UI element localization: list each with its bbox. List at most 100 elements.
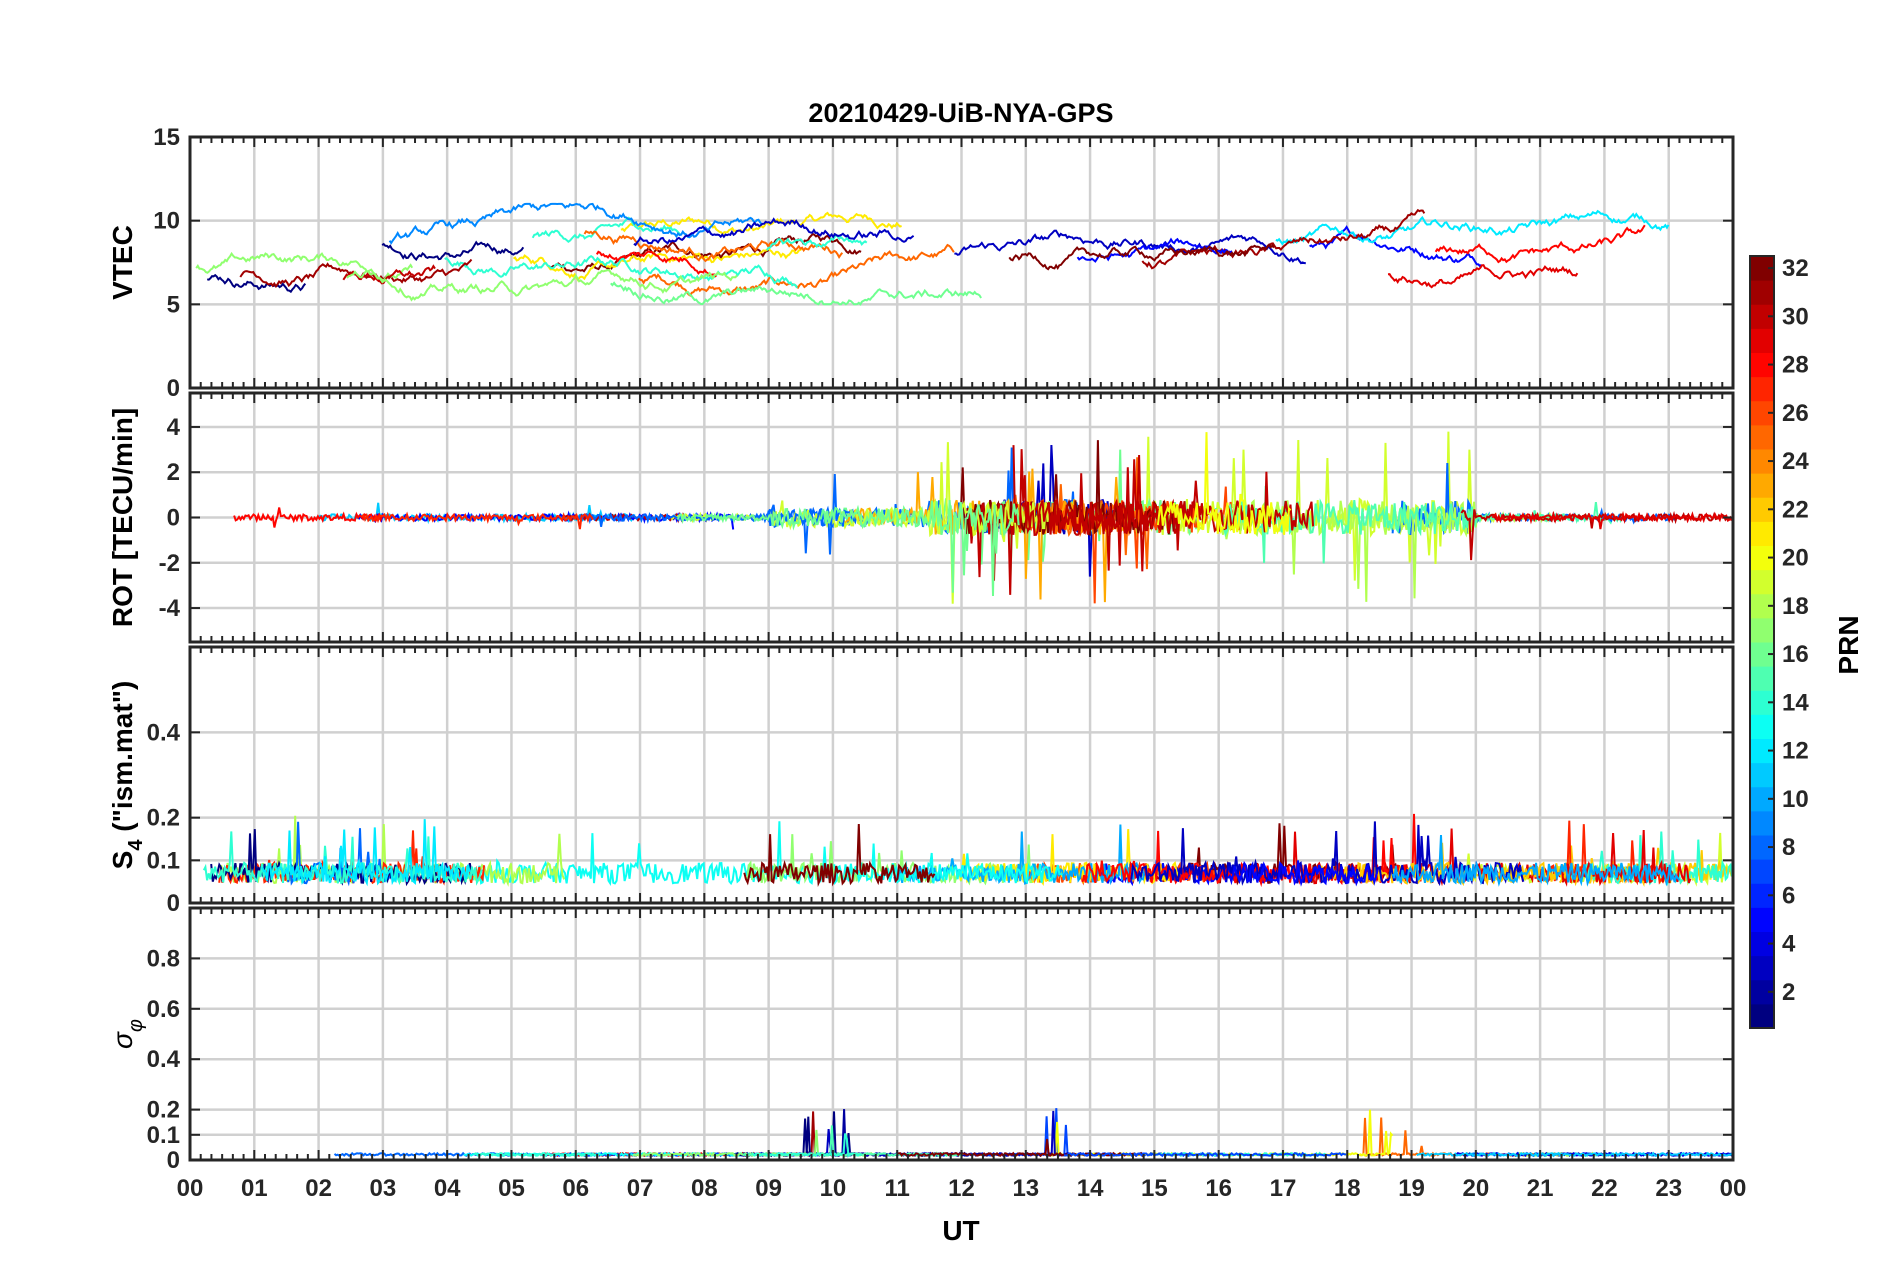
- y-tick-label: 0: [167, 890, 180, 917]
- y-axis-label-sub: φ: [125, 1019, 147, 1032]
- y-axis-label-main: S: [107, 851, 138, 870]
- y-tick-label: 0.2: [147, 805, 180, 832]
- prn-trace: [233, 507, 384, 528]
- y-axis-label-main: σ: [107, 1031, 138, 1049]
- y-axis-label-rest: ("ism.mat"): [107, 681, 138, 840]
- x-tick-label: 17: [1270, 1175, 1297, 1202]
- colorbar-tick-label: 14: [1782, 689, 1809, 716]
- y-tick-label: -4: [159, 595, 181, 622]
- x-tick-label: 20: [1462, 1175, 1489, 1202]
- x-tick-label: 07: [627, 1175, 654, 1202]
- panel-1: 0 5 10 15 VTEC: [107, 124, 1735, 402]
- x-tick-label: 16: [1205, 1175, 1232, 1202]
- traces: [202, 813, 1733, 888]
- colorbar-tick-label: 12: [1782, 738, 1809, 765]
- colorbar-swatch: [1750, 859, 1774, 884]
- prn-trace: [346, 268, 738, 302]
- y-axis-label: VTEC: [107, 225, 138, 300]
- x-tick-label: 23: [1655, 1175, 1682, 1202]
- prn-trace: [896, 1138, 1145, 1158]
- y-tick-label: 0: [167, 1147, 180, 1174]
- traces: [195, 202, 1670, 306]
- prn-trace: [1309, 225, 1483, 268]
- y-tick-label: 10: [153, 208, 180, 235]
- prn-trace: [473, 1151, 601, 1158]
- prn-trace: [547, 232, 862, 273]
- x-tick-label: 18: [1334, 1175, 1361, 1202]
- prn-trace: [1227, 860, 1379, 887]
- panel-2: -4 -2 0 2 4 ROT [TECU/min]: [107, 391, 1735, 644]
- colorbar-tick-label: 26: [1782, 400, 1809, 427]
- y-tick-label: 0.6: [147, 996, 180, 1023]
- colorbar-swatch: [1750, 376, 1774, 402]
- y-tick-label: 0: [167, 375, 180, 402]
- prn-trace: [342, 264, 436, 285]
- prn-trace: [1275, 209, 1670, 246]
- colorbar-swatch: [1750, 714, 1774, 739]
- panel-4: 00.10.2 0.4 0.6 0.8 σφ: [107, 906, 1735, 1174]
- x-tick-label: 04: [434, 1175, 461, 1202]
- colorbar-swatch: [1750, 617, 1774, 643]
- prn-trace: [1012, 445, 1202, 571]
- prn-trace: [751, 1133, 863, 1158]
- prn-trace: [1391, 834, 1681, 887]
- y-tick-label: 0.1: [147, 847, 180, 874]
- prn-trace: [595, 250, 717, 278]
- colorbar-tick-label: 18: [1782, 593, 1809, 620]
- x-tick-label: 11: [885, 1175, 910, 1202]
- colorbar-tick-label: 16: [1782, 641, 1809, 668]
- colorbar-tick-label: 22: [1782, 496, 1809, 523]
- y-tick-label: 0.2: [147, 1097, 180, 1124]
- y-axis-label: ROT [TECU/min]: [107, 408, 138, 627]
- colorbar-tick-label: 2: [1782, 979, 1795, 1006]
- y-tick-label: 2: [167, 459, 180, 486]
- prn-trace: [893, 824, 1148, 886]
- colorbar-swatch: [1750, 810, 1774, 836]
- colorbar-swatch: [1750, 907, 1774, 932]
- colorbar-tick-label: 32: [1782, 255, 1809, 282]
- y-tick-label: 4: [167, 414, 181, 441]
- prn-trace: [633, 217, 915, 247]
- y-axis-label: S4 ("ism.mat"): [107, 681, 147, 870]
- x-tick-label: 19: [1398, 1175, 1425, 1202]
- x-tick-label: 22: [1591, 1175, 1618, 1202]
- y-tick-label: 0.4: [147, 719, 181, 746]
- colorbar-swatch: [1750, 955, 1774, 981]
- x-tick-label: 00: [177, 1175, 204, 1202]
- prn-trace: [676, 500, 1020, 597]
- colorbar-tick-label: 6: [1782, 882, 1795, 909]
- y-axis-label: σφ: [107, 1019, 147, 1049]
- prn-trace: [620, 211, 902, 236]
- chart-title: 20210429-UiB-NYA-GPS: [808, 98, 1113, 128]
- x-tick-label: 13: [1012, 1175, 1039, 1202]
- colorbar-tick-label: 28: [1782, 352, 1809, 379]
- colorbar-swatch: [1750, 762, 1774, 788]
- colorbar-swatch: [1750, 569, 1774, 595]
- colorbar-swatch: [1750, 280, 1774, 305]
- x-tick-label: 05: [498, 1175, 525, 1202]
- y-tick-label: 0.1: [147, 1122, 180, 1149]
- prn-trace: [444, 255, 798, 289]
- colorbar-swatch: [1750, 424, 1774, 450]
- colorbar-label: PRN: [1833, 615, 1864, 674]
- colorbar-tick-label: 30: [1782, 303, 1809, 330]
- prn-trace: [1008, 243, 1275, 271]
- y-tick-label: 0.4: [147, 1046, 181, 1073]
- y-tick-label: -2: [159, 550, 180, 577]
- prn-trace: [1387, 264, 1579, 289]
- colorbar-tick-label: 24: [1782, 448, 1809, 475]
- prn-trace: [1434, 224, 1646, 264]
- y-tick-label: 5: [167, 291, 180, 318]
- prn-trace: [743, 823, 936, 887]
- colorbar-tick-label: 8: [1782, 834, 1795, 861]
- x-tick-label: 10: [820, 1175, 847, 1202]
- colorbar-tick-label: 4: [1782, 931, 1796, 958]
- x-tick-label: 14: [1077, 1175, 1104, 1202]
- x-tick-label: 01: [241, 1175, 268, 1202]
- colorbar-swatch: [1750, 473, 1774, 498]
- x-tick-label: 06: [562, 1175, 589, 1202]
- prn-trace: [583, 229, 844, 263]
- x-tick-label: 21: [1527, 1175, 1554, 1202]
